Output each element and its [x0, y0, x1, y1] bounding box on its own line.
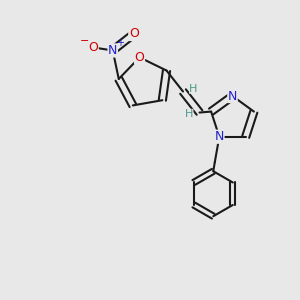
Text: N: N: [228, 89, 237, 103]
Text: H: H: [189, 83, 198, 94]
Text: N: N: [108, 44, 117, 57]
Text: N: N: [214, 130, 224, 143]
Text: O: O: [135, 51, 145, 64]
Text: H: H: [185, 109, 193, 119]
Text: O: O: [129, 28, 139, 40]
Text: +: +: [116, 38, 124, 48]
Text: O: O: [88, 41, 98, 54]
Text: −: −: [80, 37, 89, 46]
